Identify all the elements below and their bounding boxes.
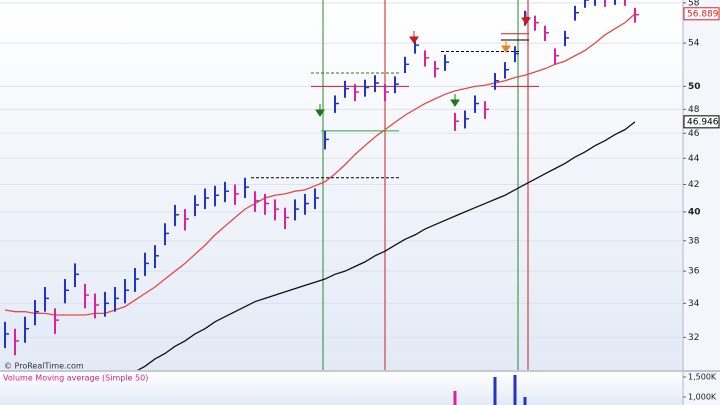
volume-plot [453,375,527,405]
y-tick-label: 1,500K [688,373,717,382]
moving-average [137,121,636,370]
volume-bar [523,397,527,405]
y-tick-label: 36 [688,267,700,277]
volume-bar [493,377,497,405]
arrow [315,104,325,117]
arrow [450,94,460,107]
last-value-label: 46.946 [687,117,719,127]
volume-bar [453,391,457,405]
arrow [521,12,531,25]
last-value-label: 56.889 [687,9,719,19]
y-tick-label: 32 [688,333,699,343]
y-tick-label: 48 [688,105,700,115]
y-tick-label: 44 [688,154,700,164]
price-plot [4,0,639,370]
y-tick-label: 50 [688,82,701,92]
axis-strip [683,0,720,405]
y-tick-label: 34 [688,299,700,309]
price-panel [0,0,683,370]
last-value-box [683,7,720,21]
y-tick-label: 40 [688,207,701,217]
y-tick-label: 38 [688,236,700,246]
event-lines [322,0,529,370]
signal-arrows [315,12,531,117]
y-tick-label: 54 [688,39,700,49]
y-tick-label: 58 [688,0,700,8]
grid [0,2,683,338]
volume-panel [0,372,683,405]
arrow [409,31,419,44]
last-value-box [683,115,720,129]
moving-average [4,13,636,316]
credit: © ProRealTime.com [4,362,84,371]
y-tick-label: 1,000K [688,393,717,402]
volume-bar [513,375,517,405]
volume-title: Volume Moving average (Simple 50) [3,374,148,383]
y-tick-label: 42 [688,180,699,190]
arrow [501,40,511,53]
y-tick-label: 46 [688,129,700,139]
